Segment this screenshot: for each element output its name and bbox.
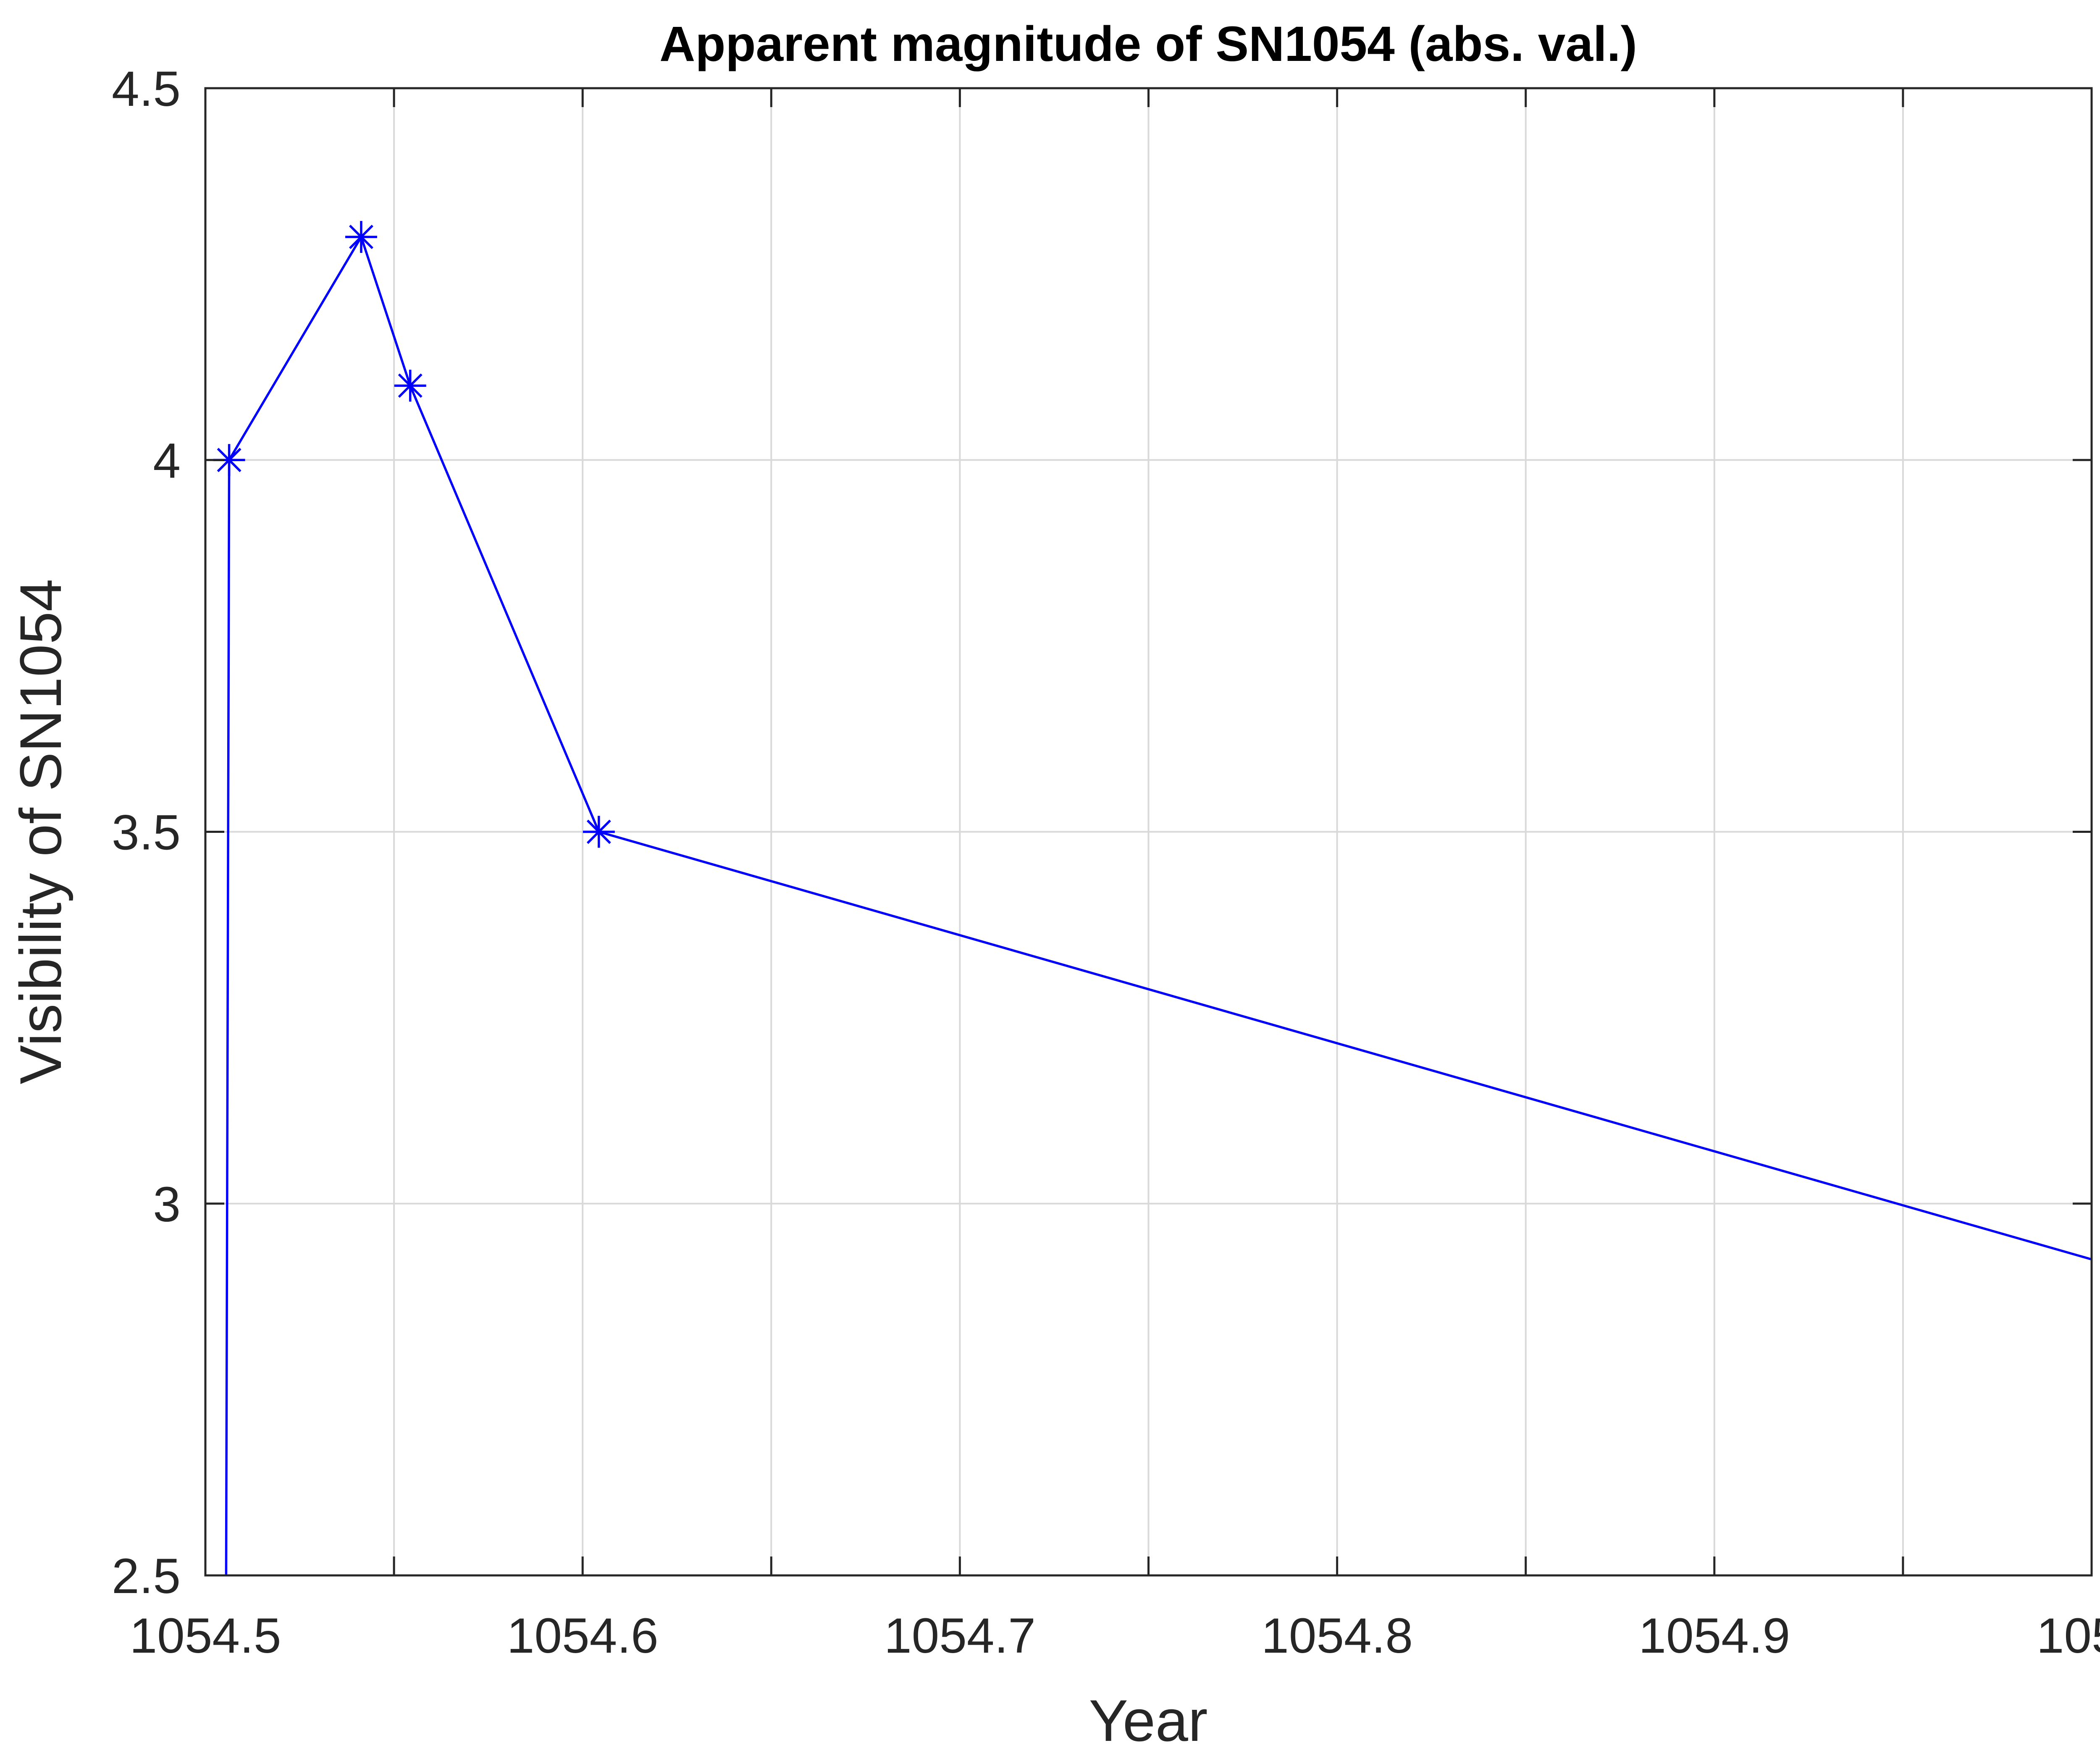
data-point-marker xyxy=(213,444,245,476)
axes-layer xyxy=(204,87,2093,1577)
grid-lines xyxy=(205,88,2092,1575)
y-tick-label: 3.5 xyxy=(112,805,181,861)
series-layer xyxy=(213,221,2092,1576)
x-tick-label: 1054.6 xyxy=(507,1608,659,1664)
y-tick-label: 3 xyxy=(153,1177,181,1232)
y-tick-label: 2.5 xyxy=(112,1549,181,1604)
data-point-marker xyxy=(394,370,426,402)
y-tick-label: 4 xyxy=(153,433,181,488)
x-tick-label: 1054.8 xyxy=(1261,1608,1413,1664)
y-axis-label: Visibility of SN1054 xyxy=(8,579,74,1084)
tick-labels: 1054.5 1054.6 1054.7 1054.8 1054.9 1055 2.5 3 3.… xyxy=(112,61,2100,1664)
data-point-marker xyxy=(345,221,377,253)
x-tick-label: 1054.9 xyxy=(1638,1608,1790,1664)
y-tick-label: 4.5 xyxy=(112,61,181,117)
x-axis-label: Year xyxy=(1089,1688,1208,1753)
x-tick-label: 1055 xyxy=(2037,1608,2100,1664)
x-tick-label: 1054.5 xyxy=(130,1608,281,1664)
chart-title: Apparent magnitude of SN1054 (abs. val.) xyxy=(659,16,1637,72)
x-tick-label: 1054.7 xyxy=(884,1608,1036,1664)
series-line xyxy=(225,236,2092,1576)
data-point-marker xyxy=(583,816,615,848)
